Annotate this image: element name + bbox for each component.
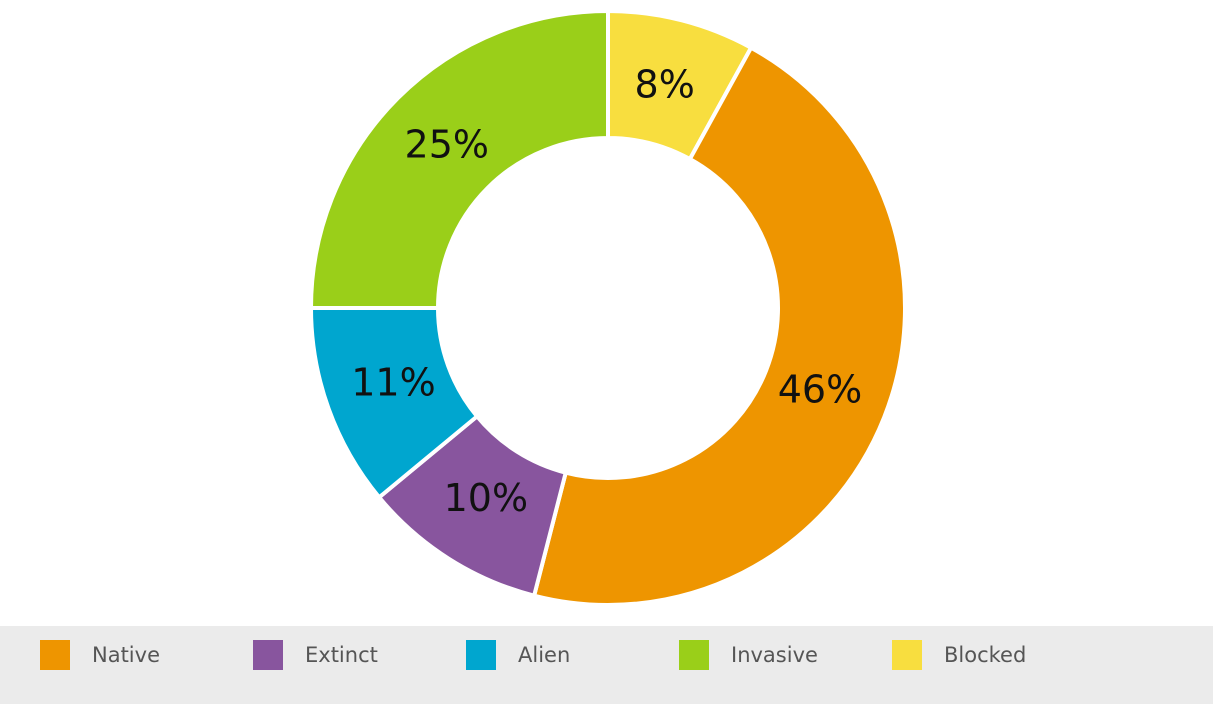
legend-label: Invasive [731, 643, 818, 667]
legend-label: Native [92, 643, 160, 667]
legend-swatch [679, 640, 709, 670]
legend-background [0, 626, 1213, 704]
donut-slice [308, 8, 610, 310]
slice-label: 46% [778, 367, 862, 411]
legend-label: Extinct [305, 643, 378, 667]
legend-label: Blocked [944, 643, 1026, 667]
legend-label: Alien [518, 643, 570, 667]
donut-slice [531, 45, 907, 607]
slice-label: 25% [405, 122, 489, 166]
slice-label: 8% [635, 63, 695, 107]
legend-swatch [892, 640, 922, 670]
slice-label: 11% [351, 361, 435, 405]
legend-swatch [466, 640, 496, 670]
legend-swatch [253, 640, 283, 670]
legend-swatch [40, 640, 70, 670]
slice-label: 10% [444, 476, 528, 520]
